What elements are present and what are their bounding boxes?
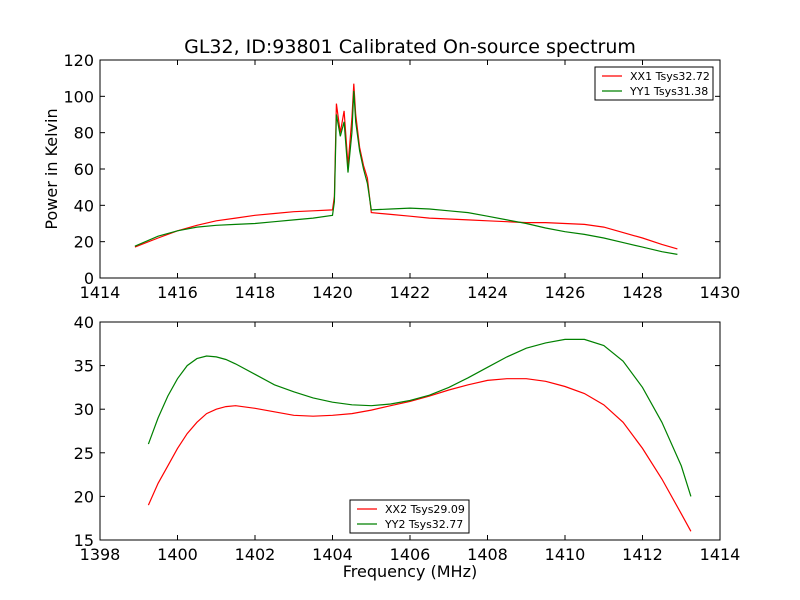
y-tick-label-1-2: 25 [74,444,94,463]
y-tick-label-0-2: 40 [74,196,94,215]
x-tick-label-1-1: 1400 [157,545,198,564]
series-line-0-1 [134,90,678,255]
y-tick-label-0-1: 20 [74,233,94,252]
y-tick-label-1-4: 35 [74,357,94,376]
y-tick-label-1-5: 40 [74,313,94,332]
x-tick-label-0-7: 1428 [622,283,663,302]
legend-label-1-1: YY2 Tsys32.77 [384,518,463,531]
x-tick-label-1-6: 1410 [545,545,586,564]
series-line-1-0 [147,378,692,532]
y-tick-label-1-3: 30 [74,400,94,419]
x-tick-label-1-8: 1414 [700,545,741,564]
x-tick-label-0-2: 1418 [235,283,276,302]
y-axis-label-0: Power in Kelvin [42,108,61,229]
x-tick-label-0-1: 1416 [157,283,198,302]
y-tick-label-1-0: 15 [74,531,94,550]
y-tick-label-0-5: 100 [63,87,94,106]
y-tick-label-0-4: 80 [74,124,94,143]
legend-0: XX1 Tsys32.72 YY1 Tsys31.38 [594,66,714,101]
legend-label-0-0: XX1 Tsys32.72 [630,70,710,83]
y-tick-label-0-0: 0 [84,269,94,288]
chart-title: GL32, ID:93801 Calibrated On-source spec… [184,36,636,58]
series-line-1-1 [147,338,692,497]
x-tick-label-1-2: 1402 [235,545,276,564]
legend-1: XX2 Tsys29.09 YY2 Tsys32.77 [349,499,470,534]
x-tick-label-0-4: 1422 [390,283,431,302]
x-tick-label-0-6: 1426 [545,283,586,302]
x-tick-label-1-3: 1404 [312,545,353,564]
bottom-panel: 1398 1400 1402 1404 1406 1408 1410 1412 1414 15 20… [74,313,741,581]
x-tick-label-0-3: 1420 [312,283,353,302]
legend-label-1-0: XX2 Tsys29.09 [385,503,465,516]
x-tick-label-1-5: 1408 [467,545,508,564]
x-tick-label-0-8: 1430 [700,283,741,302]
y-tick-label-1-1: 20 [74,487,94,506]
legend-box-1 [349,499,470,534]
x-tick-label-0-5: 1424 [467,283,508,302]
legend-label-0-1: YY1 Tsys31.38 [629,85,708,98]
x-axis-label-1: Frequency (MHz) [343,562,477,581]
legend-box-0 [594,66,714,101]
y-tick-label-0-3: 60 [74,160,94,179]
x-tick-label-1-7: 1412 [622,545,663,564]
x-tick-label-0-0: 1414 [80,283,121,302]
y-tick-label-0-6: 120 [63,51,94,70]
x-tick-label-1-0: 1398 [80,545,121,564]
top-panel: 1414 1416 1418 1420 1422 1424 1426 1428 1430 0 20 4… [42,51,740,302]
x-tick-label-1-4: 1406 [390,545,431,564]
